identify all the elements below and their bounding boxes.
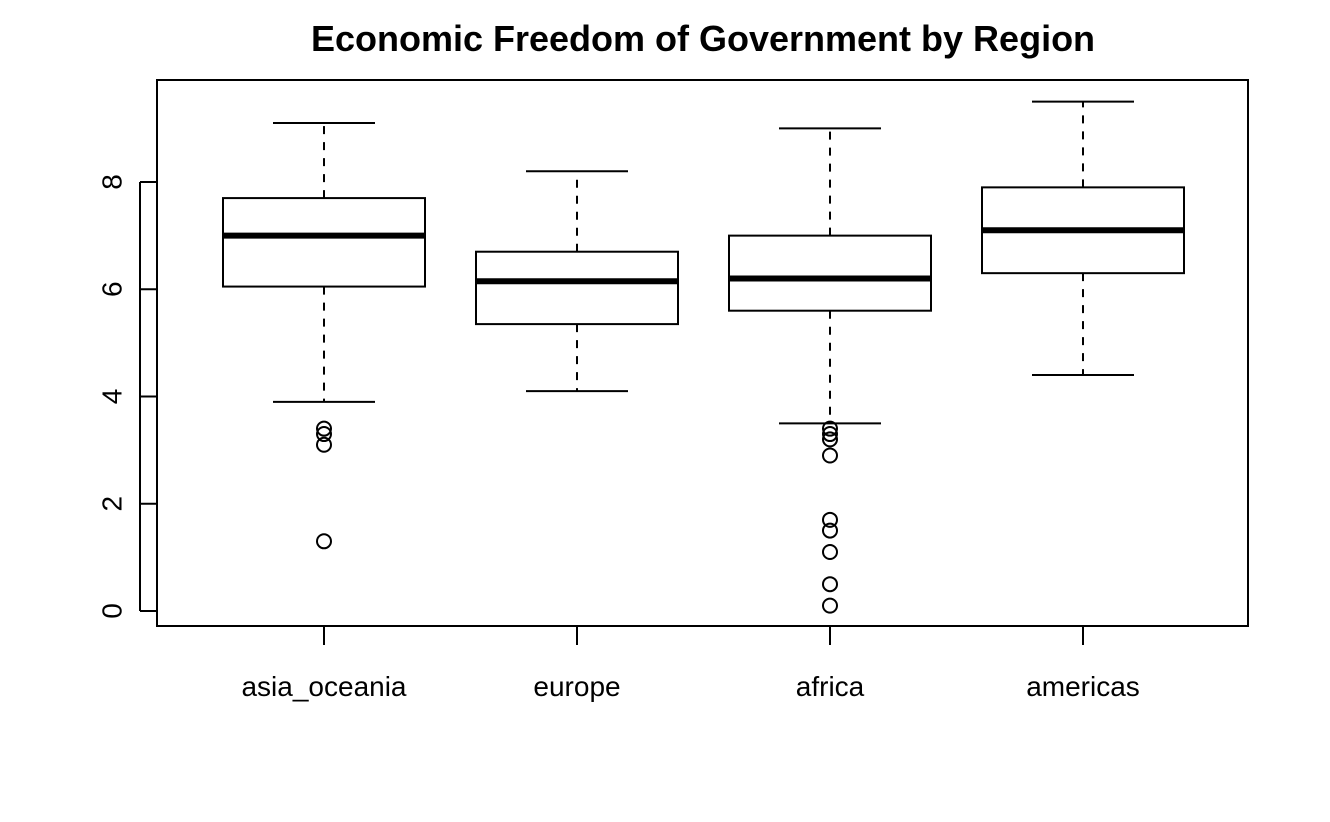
box-europe	[475, 170, 679, 393]
x-tick-label: africa	[796, 671, 865, 702]
x-tick-label: europe	[533, 671, 620, 702]
outlier-point	[822, 426, 838, 443]
x-tick-label: americas	[1026, 671, 1140, 702]
x-axis: asia_oceania europe africa americas	[241, 626, 1140, 702]
box-asia_oceania	[222, 122, 426, 550]
outlier-point	[822, 420, 838, 437]
y-tick-label: 8	[97, 174, 128, 190]
outlier-point	[316, 420, 332, 437]
outlier-point	[316, 436, 332, 453]
box-africa	[728, 127, 932, 614]
outlier-point	[822, 597, 838, 614]
boxes-group	[222, 100, 1185, 614]
iqr-box	[475, 250, 679, 326]
y-tick-label: 2	[97, 496, 128, 512]
outlier-point	[822, 447, 838, 464]
outlier-point	[822, 576, 838, 593]
y-tick-label: 4	[97, 389, 128, 405]
iqr-box	[728, 234, 932, 312]
y-axis: 0 2 4 6 8	[97, 174, 157, 619]
outlier-point	[822, 511, 838, 528]
x-tick-label: asia_oceania	[241, 671, 406, 702]
y-tick-label: 6	[97, 281, 128, 297]
outlier-point	[316, 426, 332, 443]
outlier-point	[316, 533, 332, 550]
outlier-point	[822, 544, 838, 561]
iqr-box	[222, 197, 426, 288]
outlier-point	[822, 522, 838, 539]
plot-frame	[156, 79, 1249, 627]
outlier-point	[822, 431, 838, 448]
box-americas	[981, 100, 1185, 377]
y-tick-label: 0	[97, 603, 128, 619]
chart-title: Economic Freedom of Government by Region	[310, 18, 1096, 59]
